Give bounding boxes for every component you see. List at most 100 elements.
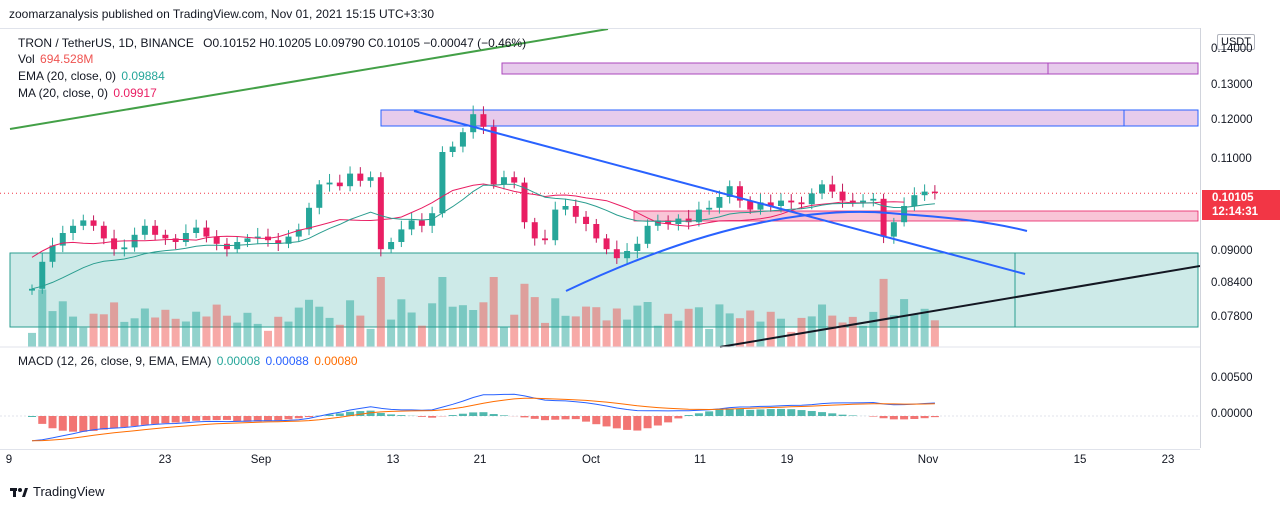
ma-legend[interactable]: MA (20, close, 0) 0.09917	[18, 86, 157, 100]
volume-bar	[417, 325, 426, 347]
volume-bar	[499, 326, 508, 347]
candle-body	[459, 132, 466, 147]
trendline-black	[719, 265, 1200, 348]
macd-histogram-bar	[623, 416, 632, 430]
candle-body	[736, 186, 743, 201]
macd-histogram-bar	[38, 416, 47, 424]
time-label: 23	[158, 454, 172, 466]
candle-body	[490, 126, 497, 185]
volume-bar	[284, 321, 293, 347]
resistance-zone	[380, 109, 1199, 127]
price-scale[interactable]: USDT 0.14000 0.13000 0.12000 0.11000 0.1…	[1200, 28, 1280, 448]
macd-histogram-bar	[346, 411, 355, 416]
candle-body	[295, 229, 302, 237]
price-label: 0.08400	[1211, 277, 1253, 289]
macd-histogram-bar	[571, 416, 580, 420]
candle-body	[100, 225, 107, 239]
volume-bar	[530, 297, 539, 347]
macd-histogram-bar	[910, 416, 919, 420]
volume-bar	[828, 315, 837, 347]
candle-body	[223, 243, 230, 250]
macd-histogram-bar	[397, 415, 406, 416]
macd-histogram-bar	[274, 416, 283, 421]
volume-bar	[510, 314, 519, 347]
candle-body	[336, 182, 343, 187]
volume-bar	[889, 315, 898, 347]
macd-histogram-bar	[263, 416, 272, 422]
candle-body	[542, 238, 548, 241]
macd-histogram-bar	[253, 416, 262, 422]
candle-body	[777, 200, 784, 206]
volume-bar	[859, 325, 868, 347]
candle-body	[593, 224, 600, 239]
macd-scale-label: 0.00500	[1211, 372, 1253, 384]
time-scale[interactable]: 9 23 Sep 13 21 Oct 11 19 Nov 15 23	[0, 448, 1200, 472]
candle-body	[254, 236, 261, 239]
macd-histogram-bar	[428, 416, 437, 418]
macd-histogram-bar	[110, 416, 119, 429]
macd-histogram-bar	[89, 416, 98, 431]
candle-body	[316, 184, 323, 208]
volume-bar	[171, 318, 180, 347]
tradingview-logo-icon	[10, 486, 28, 498]
macd-histogram-bar	[633, 416, 642, 431]
candle-body	[121, 247, 128, 250]
macd-legend[interactable]: MACD (12, 26, close, 9, EMA, EMA) 0.0000…	[18, 354, 358, 368]
macd-histogram-bar	[787, 409, 796, 416]
volume-bar	[489, 277, 498, 347]
chart-pane[interactable]: TRON / TetherUS, 1D, BINANCE O0.10152 H0…	[0, 28, 1200, 450]
macd-histogram-bar	[161, 416, 170, 424]
candle-body	[911, 195, 918, 206]
volume-bar	[305, 299, 314, 347]
ema-label: EMA (20, close, 0)	[18, 69, 117, 83]
macd-histogram-bar	[294, 416, 303, 419]
volume-bar	[643, 302, 652, 347]
macd-histogram-bar	[69, 416, 78, 432]
candle-body	[849, 200, 856, 203]
volume-bar	[202, 316, 211, 347]
candle-body	[59, 233, 66, 246]
ema-legend[interactable]: EMA (20, close, 0) 0.09884	[18, 69, 165, 83]
volume-bar	[705, 328, 714, 347]
candle-body	[870, 198, 877, 201]
candle-body	[357, 173, 364, 181]
time-label: 19	[780, 454, 794, 466]
candle-body	[326, 182, 333, 185]
candle-body	[172, 238, 179, 242]
macd-histogram-bar	[869, 416, 878, 417]
price-label: 0.13000	[1211, 79, 1253, 91]
macd-histogram-bar	[458, 413, 467, 416]
symbol-title[interactable]: TRON / TetherUS, 1D, BINANCE	[18, 36, 194, 50]
candle-body	[275, 240, 282, 244]
publish-header: zoomarzanalysis published on TradingView…	[0, 0, 1280, 28]
macd-histogram-bar	[592, 416, 601, 425]
volume-bar	[212, 304, 221, 347]
volume-bar	[541, 322, 549, 347]
candle-body	[860, 200, 867, 203]
volume-bar	[28, 332, 36, 347]
tradingview-brand[interactable]: TradingView	[10, 484, 105, 499]
candle-body	[757, 202, 764, 210]
time-label: 13	[386, 454, 400, 466]
volume-bar	[438, 277, 447, 347]
macd-histogram-bar	[99, 416, 108, 430]
volume-bar	[725, 313, 734, 347]
ma-label: MA (20, close, 0)	[18, 86, 109, 100]
volume-legend[interactable]: Vol 694.528M	[18, 52, 93, 66]
candle-body	[921, 191, 928, 196]
volume-bar	[366, 328, 375, 347]
time-label: 11	[694, 454, 706, 466]
candle-body	[347, 173, 354, 187]
macd-histogram-bar	[130, 416, 139, 426]
macd-histogram-bar	[715, 409, 724, 416]
macd-histogram-bar	[818, 412, 827, 416]
volume-bar	[407, 312, 416, 347]
macd-histogram-bar	[448, 415, 457, 416]
macd-histogram-bar	[499, 415, 508, 416]
candle-body	[634, 243, 641, 251]
price-chart[interactable]	[0, 29, 1200, 449]
macd-histogram-bar	[920, 416, 929, 419]
currency-badge[interactable]: USDT	[1217, 34, 1255, 50]
candle-body	[562, 206, 569, 210]
price-label: 0.14000	[1211, 43, 1253, 55]
